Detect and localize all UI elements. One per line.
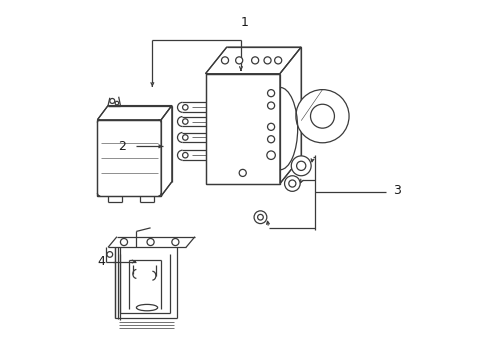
Polygon shape (161, 105, 171, 196)
Circle shape (274, 57, 281, 64)
Circle shape (251, 57, 258, 64)
Text: 2: 2 (118, 140, 126, 153)
Circle shape (120, 238, 127, 246)
Circle shape (254, 211, 266, 224)
Text: 3: 3 (392, 184, 400, 197)
Text: 4: 4 (97, 255, 104, 268)
Circle shape (182, 105, 188, 110)
Circle shape (235, 57, 242, 64)
Circle shape (310, 104, 334, 128)
Circle shape (171, 238, 179, 246)
Circle shape (296, 161, 305, 170)
Polygon shape (97, 120, 161, 196)
Circle shape (264, 57, 270, 64)
Circle shape (257, 215, 263, 220)
Polygon shape (205, 47, 301, 74)
Circle shape (267, 102, 274, 109)
Circle shape (182, 152, 188, 158)
Circle shape (182, 119, 188, 124)
Circle shape (267, 136, 274, 143)
Circle shape (284, 176, 300, 192)
Circle shape (239, 169, 246, 176)
Polygon shape (279, 47, 301, 184)
Circle shape (288, 180, 295, 187)
Circle shape (110, 99, 115, 103)
Text: 1: 1 (240, 16, 248, 29)
Circle shape (291, 156, 310, 176)
Circle shape (147, 238, 154, 246)
Circle shape (221, 57, 228, 64)
Circle shape (295, 90, 348, 143)
Circle shape (267, 123, 274, 130)
Polygon shape (205, 74, 279, 184)
Circle shape (267, 90, 274, 97)
Circle shape (182, 135, 188, 140)
Polygon shape (97, 105, 171, 120)
Circle shape (115, 101, 119, 105)
Ellipse shape (136, 305, 157, 311)
Circle shape (266, 151, 275, 159)
Circle shape (107, 252, 112, 257)
